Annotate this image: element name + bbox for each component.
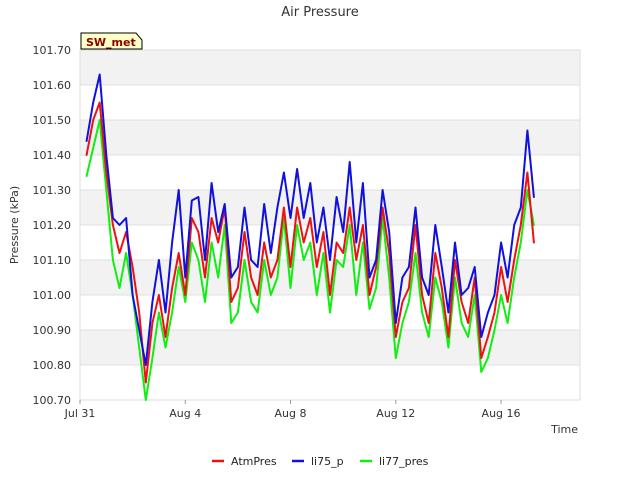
y-tick-label: 100.90 (33, 324, 72, 337)
plot-band (80, 85, 580, 120)
y-tick-label: 101.60 (33, 79, 72, 92)
x-tick-label: Aug 16 (482, 407, 521, 420)
y-axis-label: Pressure (kPa) (8, 186, 21, 264)
series-line-atmpres (85, 101, 535, 384)
y-tick-label: 101.20 (33, 219, 72, 232)
y-tick-label: 101.10 (33, 254, 72, 267)
y-tick-label: 100.70 (33, 394, 72, 407)
x-axis-ticks: Jul 31 Aug 4 Aug 8 Aug 12 Aug 16 (64, 400, 521, 420)
legend-label: AtmPres (231, 455, 277, 468)
y-tick-label: 101.70 (33, 44, 72, 57)
plot-band (80, 155, 580, 190)
y-tick-label: 101.50 (33, 114, 72, 127)
y-axis-ticks: 100.70 100.80 100.90 101.00 101.10 101.20 101.… (33, 44, 72, 407)
plot-band (80, 50, 580, 85)
x-tick-label: Aug 4 (169, 407, 201, 420)
station-badge: SW_met (80, 32, 143, 50)
legend-label: li75_p (311, 455, 344, 468)
badge-label: SW_met (86, 36, 136, 49)
plot-band (80, 365, 580, 400)
legend-item-li75-p: li75_p (292, 455, 344, 468)
series-line-li75-p (85, 73, 535, 366)
y-tick-label: 100.80 (33, 359, 72, 372)
x-tick-label: Aug 8 (275, 407, 307, 420)
legend-label: li77_pres (379, 455, 429, 468)
plot-band (80, 120, 580, 155)
series-lines (85, 73, 535, 401)
legend: AtmPres li75_p li77_pres (212, 455, 429, 468)
legend-item-atmpres: AtmPres (212, 455, 277, 468)
y-tick-label: 101.30 (33, 184, 72, 197)
series-line-li77-pres (85, 119, 535, 401)
plot-frame (79, 49, 581, 401)
chart-title: Air Pressure (281, 5, 359, 20)
x-axis-label: Time (550, 423, 578, 436)
badge-shape (80, 32, 143, 50)
plot-band (80, 190, 580, 225)
legend-item-li77-pres: li77_pres (360, 455, 429, 468)
y-tick-label: 101.00 (33, 289, 72, 302)
y-tick-label: 101.40 (33, 149, 72, 162)
x-tick-label: Aug 12 (376, 407, 415, 420)
x-tick-label: Jul 31 (64, 407, 96, 420)
